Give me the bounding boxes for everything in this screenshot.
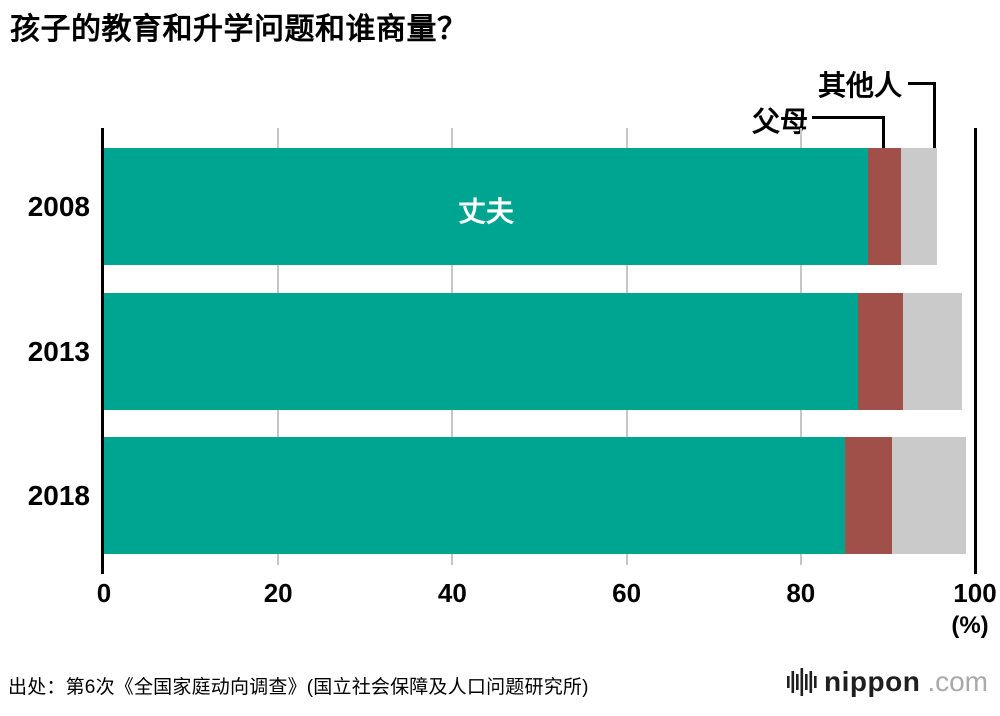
soundwave-bars-icon xyxy=(787,668,817,696)
x-tick-label-60: 60 xyxy=(612,578,642,608)
source-note: 出处：第6次《全国家庭动向调查》(国立社会保障及人口问题研究所) xyxy=(8,677,589,698)
page-title: 孩子的教育和升学问题和谁商量？ xyxy=(10,13,468,46)
segment-丈夫-2008 xyxy=(104,148,868,265)
year-label-2018: 2018 xyxy=(27,479,90,511)
x-tick-label-100: 100 xyxy=(953,578,997,608)
right-axis-line xyxy=(974,128,977,574)
x-tick-label-40: 40 xyxy=(437,578,467,608)
segment-丈夫-2013 xyxy=(104,293,859,410)
segment-丈夫-2018 xyxy=(104,437,846,554)
x-axis-tick-labels: 0 20 40 60 80 100 xyxy=(97,578,997,608)
bar-row-2008 xyxy=(104,148,975,265)
year-label-2008: 2008 xyxy=(27,190,90,222)
annotation-others-leader-line xyxy=(908,82,936,85)
annotation-husband-label: 丈夫 xyxy=(457,196,515,227)
y-axis-line xyxy=(101,128,104,574)
segment-父母-2008 xyxy=(867,148,901,265)
bar-row-2018 xyxy=(104,437,975,554)
annotation-parents-leader-line xyxy=(812,116,885,119)
segment-其他人-2018 xyxy=(892,437,967,554)
segment-父母-2013 xyxy=(858,293,903,410)
segment-父母-2018 xyxy=(845,437,893,554)
nippon-com-logo: nippon .com xyxy=(787,666,988,698)
bar-row-2013 xyxy=(104,293,975,410)
stacked-bar-chart xyxy=(104,128,975,565)
segment-其他人-2008 xyxy=(900,148,937,265)
annotation-others-label: 其他人 xyxy=(818,70,903,101)
logo-brand-text: nippon xyxy=(824,666,921,697)
x-tick-label-80: 80 xyxy=(786,578,816,608)
x-tick-label-20: 20 xyxy=(263,578,293,608)
annotation-parents-leader-line xyxy=(882,116,885,148)
x-tick-label-0: 0 xyxy=(96,578,112,608)
annotation-others-leader-line xyxy=(933,82,936,148)
x-axis-unit-label: (%) xyxy=(951,612,989,639)
logo-tld-text: .com xyxy=(927,666,988,697)
segment-其他人-2013 xyxy=(902,293,962,410)
annotation-parents-label: 父母 xyxy=(752,106,809,137)
year-label-2013: 2013 xyxy=(27,335,90,367)
